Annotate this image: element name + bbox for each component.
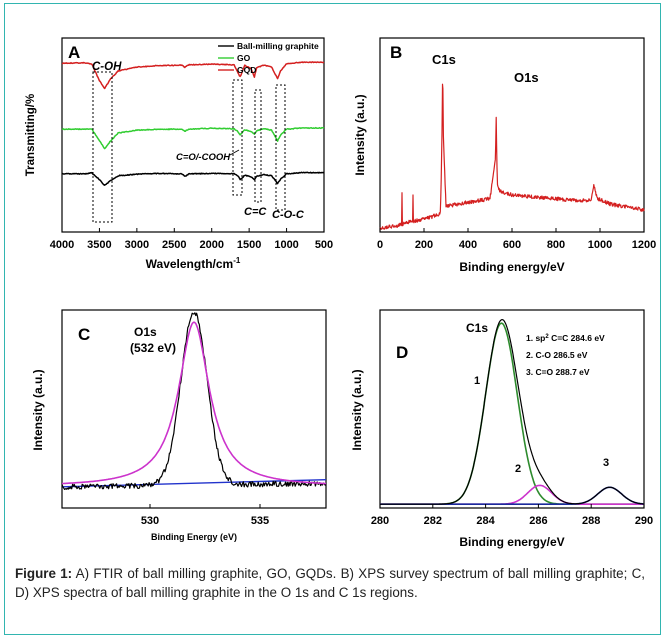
panel-a-xticks: 4000 3500 3000 2500 2000 1500 1000 500: [50, 228, 333, 251]
x-tick-label: 400: [459, 239, 477, 251]
panel-d-label: D: [396, 343, 408, 362]
ftir-series-2: [61, 61, 325, 90]
legend-d-2: 2. C-O 286.5 eV: [526, 350, 588, 360]
x-tick-label: 1200: [632, 239, 656, 251]
panel-a-annotations: C-OH C=O/-COOH C=C C-O-C: [92, 61, 305, 223]
legend-d-3: 3. C=O 288.7 eV: [526, 367, 590, 377]
panel-b: 0 200 400 600 800 1000 1200 B Binding energy/e…: [353, 37, 656, 274]
x-tick-label: 282: [424, 515, 442, 527]
annot-o1s-b: O1s: [514, 70, 539, 85]
x-tick-label: 0: [377, 239, 383, 251]
panel-b-xticks: 0 200 400 600 800 1000 1200: [377, 228, 656, 251]
panel-d-ylabel: Intensity (a.u.): [350, 369, 364, 450]
panel-b-label: B: [390, 43, 402, 62]
x-tick-label: 288: [582, 515, 600, 527]
panel-c-xlabel: Binding Energy (eV): [151, 532, 237, 542]
annot-c-o-c: C-O-C: [272, 209, 305, 221]
x-tick-label: 2500: [162, 239, 186, 251]
annot-532-c: (532 eV): [130, 341, 176, 355]
legend-d-1: 1. sp2 C=C 284.6 eV: [526, 333, 605, 343]
ftir-series-0: [61, 171, 325, 186]
panel-d: 280 282 284 286 288 290 D Binding energy/eV I…: [350, 309, 653, 549]
annot-c1s-d: C1s: [466, 321, 488, 335]
panel-c-label: C: [78, 325, 90, 344]
x-tick-label: 1000: [588, 239, 612, 251]
panel-a-xlabel: Wavelength/cm-1: [146, 256, 241, 271]
peak-label-1: 1: [474, 375, 480, 387]
c1s-envelope: [380, 319, 644, 505]
legend-ball-milling: Ball-milling graphite: [237, 41, 319, 51]
x-tick-label: 500: [315, 239, 333, 251]
annot-o1s-c: O1s: [134, 325, 157, 339]
panel-d-plot: [380, 319, 644, 505]
x-tick-label: 1500: [237, 239, 261, 251]
panel-a: 4000 3500 3000 2500 2000 1500 1000 500 A Wavele…: [25, 37, 333, 271]
x-tick-label: 1000: [274, 239, 298, 251]
panel-d-axes: [379, 309, 645, 509]
x-tick-label: 290: [635, 515, 653, 527]
annot-c-oh: C-OH: [92, 61, 122, 73]
box-cooh: [232, 79, 243, 196]
x-tick-label: 3000: [125, 239, 149, 251]
o1s-fit: [62, 321, 326, 485]
o1s-measured: [61, 312, 327, 490]
panel-b-plot: [379, 83, 645, 231]
survey-series: [379, 83, 645, 231]
annot-c-c: C=C: [244, 206, 267, 218]
panel-d-xticks: 280 282 284 286 288 290: [371, 504, 653, 527]
figure-caption: Figure 1: A) FTIR of ball milling graphi…: [15, 565, 645, 602]
panel-a-legend: Ball-milling graphite GO GQD: [218, 41, 319, 75]
panel-c-plot: [61, 312, 327, 490]
panel-c-xticks: 530 535: [141, 504, 269, 527]
c1s-component-3: [380, 486, 644, 505]
peak-label-3: 3: [603, 457, 609, 469]
x-tick-label: 4000: [50, 239, 74, 251]
panel-c-ylabel: Intensity (a.u.): [31, 369, 45, 450]
legend-gqd: GQD: [237, 65, 256, 75]
ftir-series-1: [61, 126, 325, 150]
x-tick-label: 286: [529, 515, 547, 527]
panel-a-ylabel: Transmitting/%: [25, 94, 37, 176]
panel-d-legend: 1. sp2 C=C 284.6 eV 2. C-O 286.5 eV 3. C…: [526, 333, 605, 377]
x-tick-label: 280: [371, 515, 389, 527]
legend-go: GO: [237, 53, 251, 63]
x-tick-label: 535: [251, 515, 269, 527]
panel-c-axes: [61, 309, 327, 509]
panel-b-ylabel: Intensity (a.u.): [353, 94, 367, 175]
x-tick-label: 284: [476, 515, 495, 527]
panel-a-axes: [61, 37, 325, 233]
panel-c: 530 535 C Binding Energy (eV) Intensity (…: [31, 309, 327, 542]
x-tick-label: 200: [415, 239, 433, 251]
x-tick-label: 2000: [199, 239, 223, 251]
peak-label-2: 2: [515, 463, 521, 475]
annot-c-o-cooh: C=O/-COOH: [176, 152, 231, 163]
panel-a-plot: [61, 61, 325, 186]
caption-text: A) FTIR of ball milling graphite, GO, GQ…: [15, 566, 645, 600]
figure-frame: [4, 3, 661, 635]
box-oh: [92, 71, 113, 223]
panel-a-label: A: [68, 43, 80, 62]
box-cc: [254, 89, 262, 203]
panel-b-xlabel: Binding energy/eV: [459, 260, 564, 274]
annot-c1s-b: C1s: [432, 52, 456, 67]
caption-label: Figure 1:: [15, 566, 73, 581]
x-tick-label: 530: [141, 515, 159, 527]
box-coc: [275, 84, 286, 211]
x-tick-label: 600: [503, 239, 521, 251]
x-tick-label: 3500: [87, 239, 111, 251]
panel-d-xlabel: Binding energy/eV: [459, 535, 564, 549]
x-tick-label: 800: [547, 239, 565, 251]
